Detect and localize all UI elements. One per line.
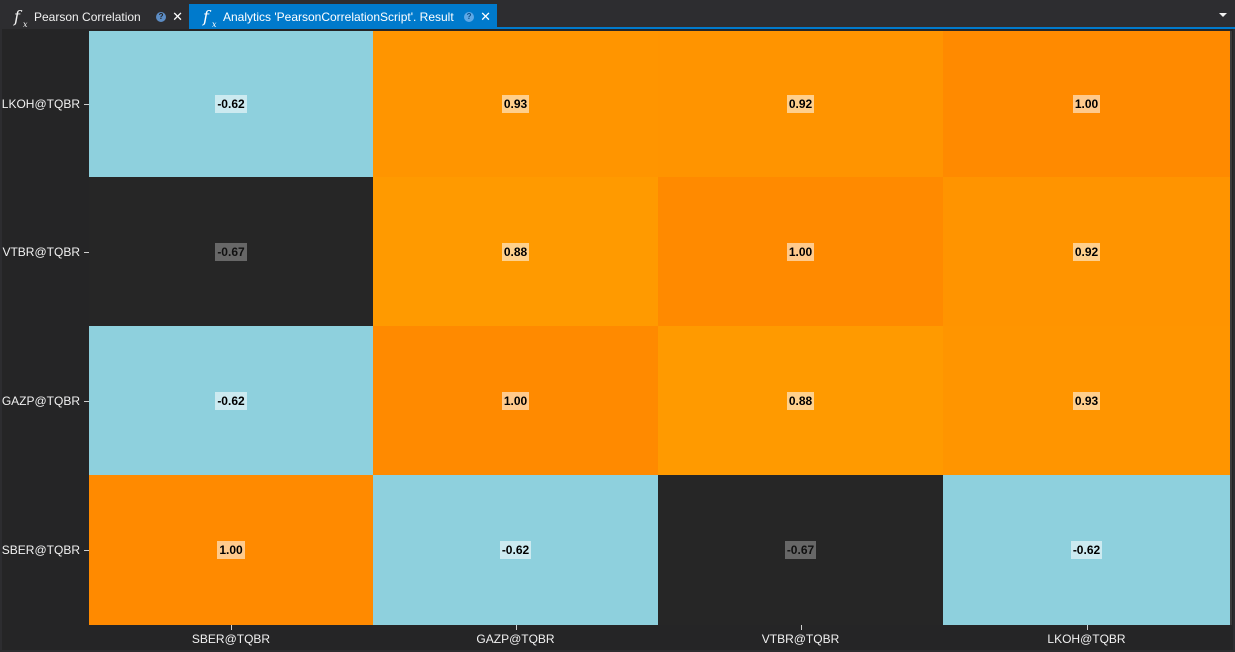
heatmap-cell: -0.62	[373, 475, 658, 625]
cell-value-label: 0.93	[501, 95, 530, 113]
x-tick-mark	[231, 625, 232, 630]
heatmap-cell: -0.67	[658, 475, 943, 625]
heatmap-cell: 0.93	[943, 326, 1230, 475]
heatmap-cell: -0.67	[89, 177, 373, 326]
heatmap-cell: -0.62	[89, 326, 373, 475]
tab-label: Analytics 'PearsonCorrelationScript'. Re…	[223, 9, 454, 24]
cell-value-label: 0.88	[786, 391, 815, 410]
cell-value-label: -0.62	[499, 541, 532, 559]
heatmap-cell: 1.00	[89, 475, 373, 625]
heatmap-cell: 0.93	[373, 31, 658, 177]
heatmap-cell: -0.62	[89, 31, 373, 177]
y-tick-mark	[84, 550, 89, 551]
y-tick-label: SBER@TQBR	[1, 543, 80, 557]
cell-value-label: -0.62	[1070, 541, 1103, 559]
chevron-down-icon[interactable]	[1219, 13, 1227, 17]
heatmap-cell: 0.92	[658, 31, 943, 177]
heatmap-cell: 1.00	[658, 177, 943, 326]
x-tick-mark	[800, 625, 802, 630]
cell-value-label: -0.67	[215, 242, 247, 261]
y-tick-mark	[84, 104, 89, 105]
x-tick-mark	[515, 625, 517, 630]
help-icon[interactable]: ?	[464, 11, 475, 22]
close-icon[interactable]: ✕	[480, 9, 491, 24]
cell-value-label: -0.62	[215, 95, 247, 113]
x-tick-label: GAZP@TQBR	[476, 632, 555, 646]
cell-value-label: -0.62	[215, 391, 247, 410]
x-tick-label: VTBR@TQBR	[761, 632, 840, 646]
x-tick-mark	[1086, 625, 1088, 630]
y-tick-mark	[84, 400, 89, 402]
heatmap-cell: 0.88	[658, 326, 943, 475]
cell-value-label: 1.00	[786, 242, 815, 261]
cell-value-label: 0.92	[1072, 242, 1101, 261]
x-tick-label: SBER@TQBR	[191, 632, 271, 646]
cell-value-label: 1.00	[1072, 95, 1101, 113]
tab-label: Pearson Correlation	[34, 9, 141, 24]
x-tick-label: LKOH@TQBR	[1047, 632, 1126, 646]
heatmap-cell: 1.00	[943, 31, 1230, 177]
cell-value-label: 1.00	[217, 541, 245, 559]
close-icon[interactable]: ✕	[172, 9, 183, 24]
heatmap-cell: -0.62	[943, 475, 1230, 625]
y-tick-label: VTBR@TQBR	[2, 244, 80, 259]
cell-value-label: 0.88	[501, 242, 530, 261]
y-tick-label: GAZP@TQBR	[1, 393, 80, 408]
help-icon[interactable]: ?	[156, 11, 167, 22]
y-tick-mark	[84, 251, 89, 253]
correlation-heatmap: -0.62 0.93 0.92 1.00 -0.67 0.88 1.00 0.92 -0.62 1…	[89, 31, 1232, 625]
y-tick-label: LKOH@TQBR	[1, 97, 80, 111]
cell-value-label: 0.92	[786, 95, 815, 113]
heatmap-cell: 0.92	[943, 177, 1230, 326]
cell-value-label: 1.00	[501, 391, 530, 410]
cell-value-label: 0.93	[1072, 391, 1101, 410]
cell-value-label: -0.67	[784, 541, 817, 559]
heatmap-cell: 1.00	[373, 326, 658, 475]
heatmap-cell: 0.88	[373, 177, 658, 326]
